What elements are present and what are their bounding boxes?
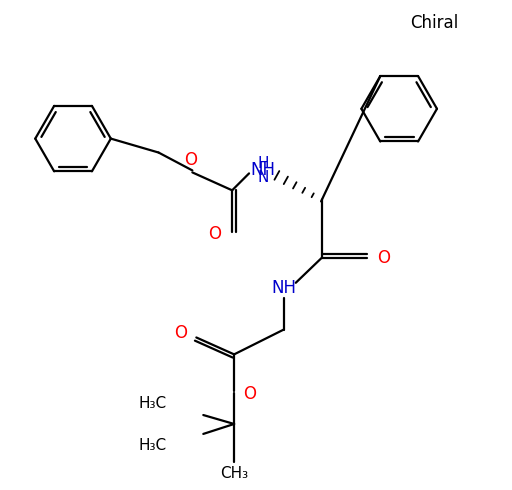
Text: Chiral: Chiral [410,14,458,32]
Text: CH₃: CH₃ [220,466,248,481]
Text: NH: NH [250,161,275,179]
Text: H
N: H N [257,156,269,185]
Text: O: O [174,323,187,342]
Text: O: O [184,151,197,170]
Text: H₃C: H₃C [139,439,166,453]
Text: NH: NH [271,279,296,297]
Text: O: O [377,249,390,267]
Text: O: O [244,385,257,403]
Text: H₃C: H₃C [139,395,166,411]
Text: O: O [208,225,221,243]
